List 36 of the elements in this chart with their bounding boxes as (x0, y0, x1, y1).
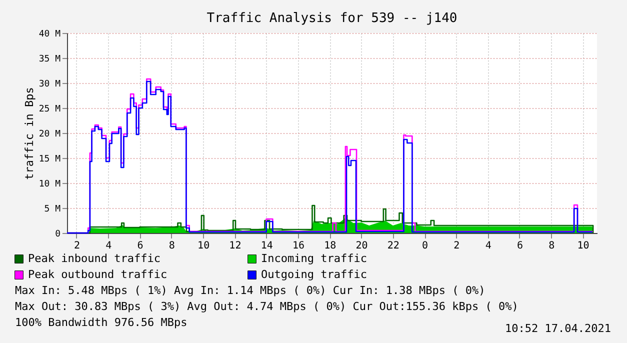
x-tick-label: 8 (548, 240, 555, 252)
y-tick-label: 10 M (38, 180, 62, 190)
y-tick-label: 40 M (38, 30, 62, 40)
chart-title: Traffic Analysis for 539 -- j140 (206, 11, 458, 26)
y-tick-label: 15 M (38, 154, 62, 164)
x-tick-label: 16 (292, 240, 305, 252)
x-tick-label: 4 (106, 240, 112, 252)
y-tick-label: 0 (55, 230, 60, 240)
text: Max In: 5.48 MBps ( 1%) Avg In: 1.14 MBps ( 0%) Cur In: 1.38 MBps ( 0%) (15, 284, 486, 297)
x-tick-label: 20 (356, 240, 368, 252)
text: Max Out: 30.83 MBps ( 3%) Avg Out: 4.74 MBps ( 0%) Cur Out:155.36 kBps ( 0%) (15, 300, 518, 313)
y-tick-label: 20 M (38, 130, 62, 140)
text: 100% Bandwidth 976.56 MBps (15, 316, 188, 329)
x-tick-label: 10 (577, 240, 590, 252)
text: 10:52 17.04.2021 (505, 322, 611, 335)
legend-label: Peak outbound traffic (28, 268, 168, 281)
x-tick-label: 2 (454, 240, 460, 252)
y-tick-label: 35 M (38, 54, 62, 64)
legend-label: Peak inbound traffic (28, 252, 160, 265)
x-tick-label: 4 (485, 240, 492, 252)
x-tick-label: 18 (324, 240, 336, 252)
x-tick-label: 6 (516, 240, 523, 252)
y-tick-label: 5 M (44, 204, 62, 214)
y-tick-label: 30 M (38, 80, 62, 90)
x-tick-label: 22 (387, 240, 400, 252)
x-tick-label: 8 (168, 240, 175, 252)
x-tick-label: 0 (422, 240, 428, 252)
x-tick-label: 10 (198, 240, 210, 252)
y-tick-label: 25 M (38, 104, 62, 114)
legend-label: Incoming traffic (261, 252, 367, 265)
x-tick-label: 12 (229, 240, 242, 252)
x-tick-label: 14 (260, 240, 273, 252)
x-tick-label: 2 (74, 240, 80, 252)
y-axis-title: traffic in Bps (22, 87, 36, 180)
legend-label: Outgoing traffic (261, 268, 367, 281)
x-tick-label: 6 (137, 240, 144, 252)
